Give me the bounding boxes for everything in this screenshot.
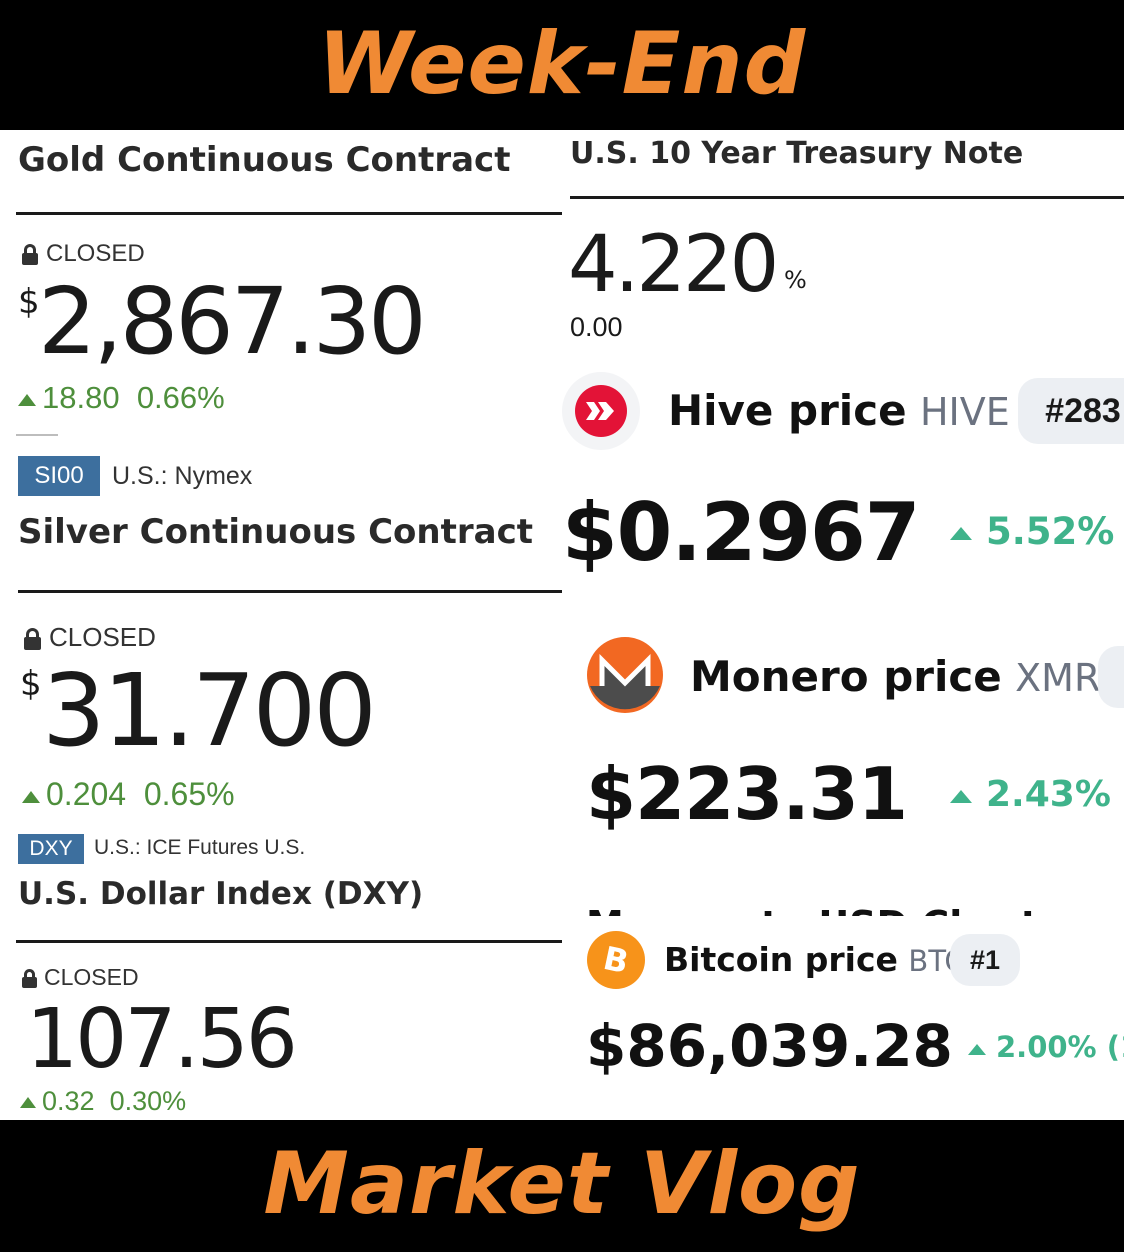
silver-code-tag: SI00	[18, 456, 100, 496]
up-triangle-icon	[950, 789, 972, 803]
gold-change: 18.80 0.66%	[18, 380, 225, 416]
hive-header: Hive price HIVE	[668, 386, 1010, 435]
hive-change: 5.52%	[950, 510, 1114, 553]
footer-banner: Market Vlog	[0, 1120, 1124, 1252]
silver-change: 0.204 0.65%	[22, 776, 235, 813]
bitcoin-header: Bitcoin price BTC	[664, 940, 965, 979]
lock-icon	[22, 243, 38, 266]
dxy-change: 0.32 0.30%	[20, 1086, 186, 1117]
silver-title: Silver Continuous Contract	[18, 512, 533, 552]
bitcoin-label: Bitcoin price	[664, 940, 898, 979]
up-triangle-icon	[950, 527, 972, 540]
dxy-price: 107.56	[26, 992, 298, 1087]
treasury-yield: 4.220	[568, 220, 779, 310]
monero-chart-heading: Monero to USD Chart	[586, 906, 1106, 916]
silver-change-value: 0.204	[46, 776, 127, 812]
treasury-change: 0.00	[570, 312, 623, 342]
hive-change-pct: 5.52%	[986, 510, 1115, 553]
up-triangle-icon	[968, 1043, 986, 1055]
monero-logo-icon	[586, 636, 664, 714]
up-triangle-icon	[22, 790, 40, 803]
bitcoin-price: $86,039.28	[586, 1012, 953, 1080]
divider	[18, 590, 562, 593]
gold-price: 2,867.30	[38, 268, 427, 375]
dxy-title: U.S. Dollar Index (DXY)	[18, 876, 424, 912]
up-triangle-icon	[18, 393, 36, 406]
divider	[570, 196, 1124, 199]
bitcoin-change-pct: 2.00% (1	[996, 1030, 1124, 1064]
dxy-change-value: 0.32	[42, 1086, 95, 1116]
lock-icon	[22, 968, 37, 989]
monero-label: Monero price	[690, 652, 1002, 701]
silver-status: CLOSED	[24, 622, 156, 653]
dxy-change-pct: 0.30%	[109, 1086, 187, 1116]
treasury-title: U.S. 10 Year Treasury Note	[570, 136, 1024, 171]
gold-status: CLOSED	[22, 240, 145, 268]
short-divider	[16, 434, 58, 436]
gold-currency: $	[18, 282, 40, 322]
divider	[16, 212, 562, 215]
gold-change-pct: 0.66%	[136, 380, 225, 415]
hive-rank-badge: #283	[1018, 378, 1124, 444]
gold-status-text: CLOSED	[46, 240, 145, 267]
monero-ticker: XMR	[1015, 656, 1101, 700]
treasury-unit: %	[784, 266, 807, 294]
header-banner: Week-End	[0, 0, 1124, 130]
gold-title: Gold Continuous Contract	[18, 140, 511, 180]
header-title: Week-End	[317, 14, 807, 114]
bitcoin-rank-badge: #1	[950, 934, 1020, 986]
bitcoin-logo-icon: B	[586, 930, 646, 990]
dxy-code-tag: DXY	[18, 834, 84, 864]
monero-change: 2.43%	[950, 774, 1111, 815]
bitcoin-change: 2.00% (1	[968, 1030, 1124, 1064]
up-triangle-icon	[20, 1097, 36, 1109]
divider	[16, 940, 562, 943]
monero-header: Monero price XMR	[690, 652, 1100, 701]
monero-change-pct: 2.43%	[986, 774, 1111, 815]
silver-exchange: U.S.: Nymex	[112, 462, 253, 490]
dxy-exchange: U.S.: ICE Futures U.S.	[94, 836, 306, 859]
silver-currency: $	[20, 664, 42, 704]
dxy-status-text: CLOSED	[44, 964, 139, 990]
silver-status-text: CLOSED	[49, 622, 156, 652]
lock-icon	[24, 627, 41, 651]
hive-logo-icon	[562, 372, 640, 450]
silver-change-pct: 0.65%	[143, 776, 235, 812]
monero-rank-badge	[1098, 646, 1124, 708]
monero-chart-heading-clipped: Monero to USD Chart	[586, 906, 1106, 916]
gold-change-value: 18.80	[42, 380, 120, 415]
hive-ticker: HIVE	[919, 390, 1010, 434]
silver-price: 31.700	[42, 652, 377, 769]
dxy-status: CLOSED	[22, 964, 139, 991]
monero-price: $223.31	[586, 752, 908, 836]
hive-label: Hive price	[668, 386, 907, 435]
footer-title: Market Vlog	[263, 1134, 861, 1234]
hive-price: $0.2967	[562, 486, 920, 579]
